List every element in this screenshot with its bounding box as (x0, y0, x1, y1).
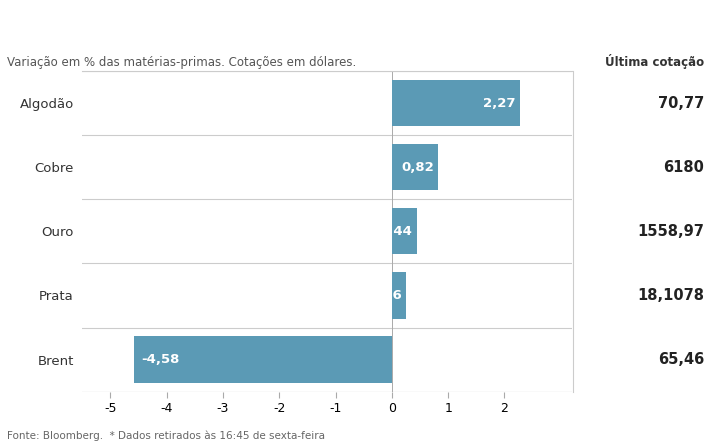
Text: Fonte: Bloomberg.  * Dados retirados às 16:45 de sexta-feira: Fonte: Bloomberg. * Dados retirados às 1… (7, 430, 325, 441)
Bar (392, 144, 438, 190)
Text: 65,46: 65,46 (658, 352, 704, 367)
Text: 70,77: 70,77 (658, 96, 704, 111)
Bar (392, 272, 407, 319)
Bar (134, 336, 392, 383)
Text: Última cotação: Última cotação (605, 54, 704, 69)
Text: 0,82: 0,82 (401, 161, 434, 174)
Text: 0,26: 0,26 (370, 289, 403, 302)
Text: 2,27: 2,27 (483, 97, 516, 110)
Text: 0,44: 0,44 (380, 225, 413, 238)
Bar (392, 208, 417, 255)
Text: 18,1078: 18,1078 (637, 288, 704, 303)
Bar (392, 80, 520, 126)
Text: 6180: 6180 (664, 160, 704, 175)
Text: 1558,97: 1558,97 (637, 224, 704, 239)
Text: Variação em % das matérias-primas. Cotações em dólares.: Variação em % das matérias-primas. Cotaç… (7, 56, 356, 69)
Text: -4,58: -4,58 (141, 353, 179, 366)
